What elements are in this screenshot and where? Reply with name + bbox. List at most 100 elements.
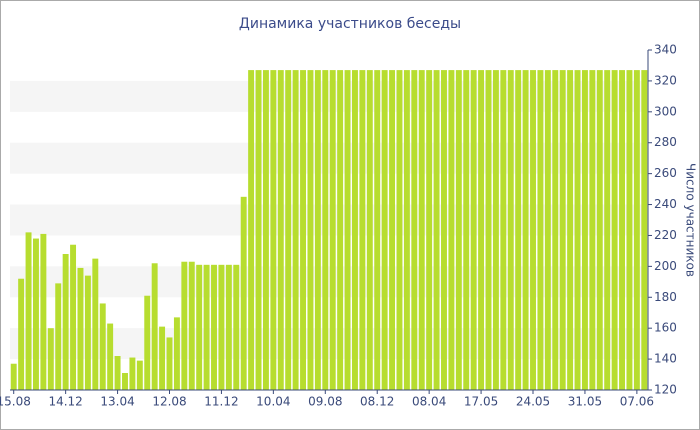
bar: [300, 70, 307, 390]
bar: [641, 70, 648, 390]
y-tick-label: 220: [654, 228, 677, 242]
bar: [129, 357, 136, 390]
bar: [344, 70, 351, 390]
x-tick-label: 10.04: [256, 395, 290, 409]
bar: [292, 70, 299, 390]
bar: [596, 70, 603, 390]
bar: [619, 70, 626, 390]
bar: [151, 263, 158, 390]
bar: [136, 360, 143, 390]
x-tick-label: 24.05: [516, 395, 550, 409]
bar: [203, 264, 210, 390]
bar: [433, 70, 440, 390]
bar: [62, 254, 69, 390]
bar: [99, 303, 106, 390]
bar: [403, 70, 410, 390]
x-tick-label: 11.12: [204, 395, 238, 409]
bar: [389, 70, 396, 390]
bar: [515, 70, 522, 390]
bar: [559, 70, 566, 390]
bar: [411, 70, 418, 390]
bar: [159, 326, 166, 390]
bar: [418, 70, 425, 390]
bar: [329, 70, 336, 390]
y-axis-label: Число участников: [684, 163, 698, 277]
x-tick-label: 08.04: [412, 395, 446, 409]
x-tick-label: 14.12: [48, 395, 82, 409]
bar: [314, 70, 321, 390]
bar: [492, 70, 499, 390]
bar: [463, 70, 470, 390]
x-tick-label: 17.05: [464, 395, 498, 409]
plot: 15.08 14.12 13.04 12.08 11.12 10.04 09.08 08.12…: [0, 43, 677, 409]
bar: [70, 244, 77, 390]
bar: [77, 267, 84, 390]
bar: [366, 70, 373, 390]
bar: [633, 70, 640, 390]
bar: [351, 70, 358, 390]
y-tick-label: 280: [654, 135, 677, 149]
bar: [552, 70, 559, 390]
bar: [114, 356, 121, 390]
bar: [507, 70, 514, 390]
y-tick-label: 140: [654, 352, 677, 366]
bar: [337, 70, 344, 390]
x-tick-label: 15.08: [0, 395, 31, 409]
x-tick-label: 31.05: [568, 395, 602, 409]
y-tick-label: 240: [654, 197, 677, 211]
y-tick-label: 160: [654, 321, 677, 335]
bar: [248, 70, 255, 390]
bar: [166, 337, 173, 390]
bar: [426, 70, 433, 390]
y-tick-label: 340: [654, 43, 677, 57]
bar: [455, 70, 462, 390]
bar: [122, 373, 128, 390]
bar: [240, 196, 247, 390]
bar: [374, 70, 381, 390]
bar: [611, 70, 618, 390]
bar: [218, 264, 225, 390]
y-tick-label: 320: [654, 73, 677, 87]
x-tick-label: 13.04: [100, 395, 134, 409]
x-tick-label: 08.12: [360, 395, 394, 409]
bar: [322, 70, 329, 390]
bar: [211, 264, 217, 390]
bar: [233, 264, 240, 390]
bar: [522, 70, 529, 390]
bar: [285, 70, 292, 390]
bar: [40, 233, 47, 390]
y-tick-label: 260: [654, 166, 677, 180]
bar: [537, 70, 544, 390]
bar: [144, 295, 151, 390]
x-tick-label: 12.08: [152, 395, 186, 409]
bar: [604, 70, 611, 390]
y-tick-label: 120: [654, 383, 677, 397]
bar: [485, 70, 492, 390]
x-tick-label: 07.06: [620, 395, 654, 409]
bar: [544, 70, 551, 390]
bar: [10, 363, 17, 390]
bar: [478, 70, 485, 390]
bar: [626, 70, 633, 390]
bar: [262, 70, 269, 390]
bar: [55, 283, 62, 390]
bar: [255, 70, 262, 390]
bar: [84, 275, 91, 390]
bar: [173, 317, 180, 390]
chart-title: Динамика участников беседы: [239, 16, 461, 32]
bar: [581, 70, 588, 390]
bar: [270, 70, 277, 390]
bar: [47, 328, 54, 390]
bar: [32, 238, 39, 390]
bar: [188, 261, 195, 390]
bar: [530, 70, 536, 390]
bar: [25, 232, 32, 390]
bar: [307, 70, 314, 390]
x-tick-label: 09.08: [308, 395, 342, 409]
y-tick-label: 180: [654, 290, 677, 304]
bar: [225, 264, 232, 390]
bar: [567, 70, 574, 390]
bar: [196, 264, 203, 390]
bar: [500, 70, 507, 390]
